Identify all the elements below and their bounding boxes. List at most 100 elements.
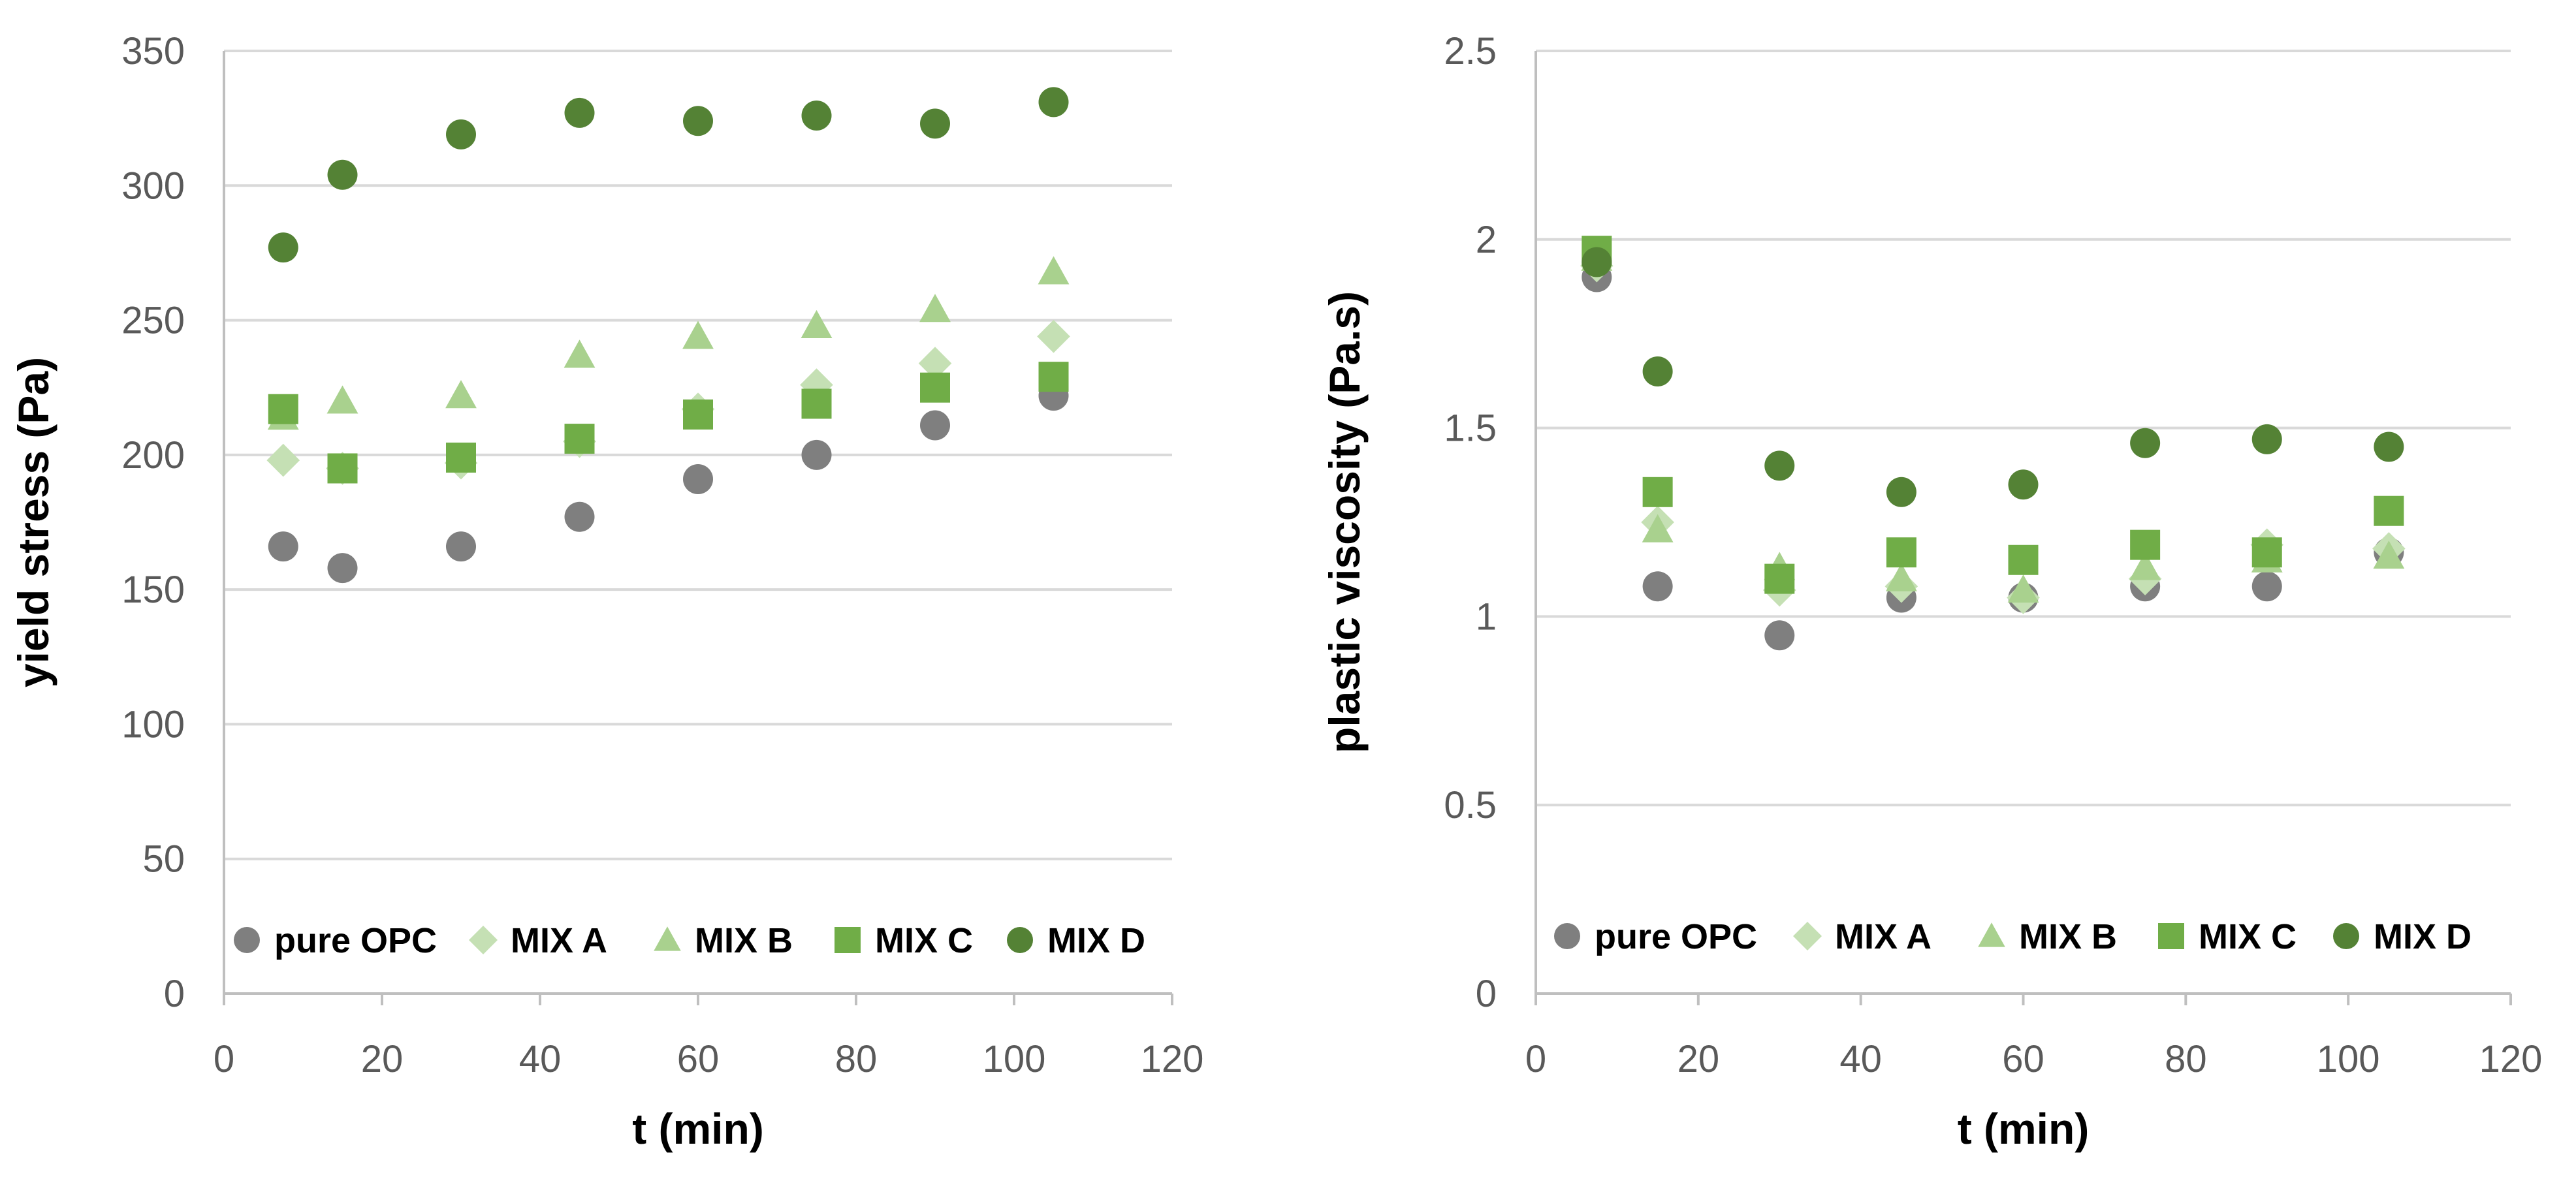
data-point	[1037, 320, 1070, 353]
data-point	[918, 347, 952, 380]
data-point	[2251, 424, 2282, 454]
x-tick-label: 0	[214, 1038, 234, 1080]
y-tick-label: 0.5	[1444, 784, 1497, 826]
legend: pure OPC MIX A MIX B MIX C MIX D	[1554, 917, 2472, 956]
data-point	[326, 385, 358, 414]
data-point	[1582, 247, 1612, 277]
data-point	[1038, 87, 1069, 118]
legend-item: MIX C	[835, 921, 973, 960]
x-tick-label: 120	[2479, 1038, 2543, 1080]
legend-label: MIX B	[695, 921, 793, 960]
y-tick-label: 150	[121, 569, 185, 611]
legend-label: MIX C	[2199, 917, 2297, 956]
legend-item: pure OPC	[1554, 917, 1757, 956]
data-point	[682, 321, 714, 349]
y-tick-label: 200	[121, 434, 185, 477]
legend-label: MIX A	[1835, 917, 1932, 956]
legend-item: pure OPC	[234, 921, 437, 960]
data-point	[2007, 574, 2039, 603]
legend-marker	[2333, 923, 2359, 949]
y-tick-label: 0	[1476, 973, 1497, 1015]
plastic-viscosity-chart: 0 0.5 1 1.5 2 2.5 0 20 40 60 80 100 120 t (min) plasti…	[1320, 30, 2542, 1153]
legend-item: MIX B	[1978, 917, 2117, 956]
data-point	[2008, 544, 2039, 575]
x-tick-label: 60	[2002, 1038, 2044, 1080]
legend-marker	[2158, 923, 2184, 949]
data-point	[2008, 469, 2039, 500]
data-point	[268, 531, 298, 562]
data-point	[2251, 571, 2282, 602]
x-tick-label: 20	[1678, 1038, 1720, 1080]
data-point	[1886, 537, 1916, 568]
data-point	[564, 339, 596, 368]
legend-item: MIX A	[469, 921, 607, 960]
y-tick-label: 100	[121, 703, 185, 745]
legend-marker	[1978, 922, 2005, 947]
data-point	[683, 463, 713, 494]
legend-marker	[1793, 922, 1822, 950]
legend: pure OPC MIX A MIX B MIX C MIX D	[234, 921, 1145, 960]
series-mix-d	[1582, 247, 2404, 507]
data-point	[2374, 432, 2404, 462]
data-point	[445, 380, 477, 409]
data-point	[1764, 450, 1795, 481]
data-point	[801, 101, 832, 131]
y-tick-label: 300	[121, 165, 185, 207]
x-axis-title: t (min)	[1958, 1105, 2090, 1153]
data-point	[920, 410, 950, 441]
y-tick-label: 2.5	[1444, 30, 1497, 72]
data-point	[801, 388, 832, 419]
data-point	[920, 108, 950, 139]
legend-label: pure OPC	[1595, 917, 1757, 956]
x-tick-label: 100	[2317, 1038, 2380, 1080]
y-tick-label: 250	[121, 300, 185, 342]
data-point	[1642, 477, 1673, 507]
legend-item: MIX D	[1007, 921, 1145, 960]
data-point	[268, 232, 298, 263]
legend-label: MIX B	[2019, 917, 2117, 956]
y-axis-title: yield stress (Pa)	[9, 357, 57, 687]
legend-marker	[654, 926, 681, 951]
data-point	[327, 453, 358, 484]
y-tick-label: 350	[121, 30, 185, 72]
data-point	[1885, 563, 1917, 591]
data-point	[564, 97, 595, 128]
y-tick-label: 50	[142, 838, 185, 881]
data-point	[446, 531, 476, 562]
series-mix-d	[268, 87, 1069, 263]
legend-item: MIX D	[2333, 917, 2472, 956]
data-point	[1038, 362, 1069, 392]
x-tick-label: 60	[677, 1038, 720, 1080]
legend-marker	[469, 926, 498, 954]
legend-marker	[1554, 923, 1580, 949]
x-tick-label: 100	[983, 1038, 1046, 1080]
data-point	[801, 309, 833, 338]
data-point	[327, 553, 358, 584]
data-point	[446, 119, 476, 149]
series-pure-opc	[1582, 262, 2404, 651]
x-tick-label: 40	[519, 1038, 562, 1080]
data-point	[1038, 256, 1070, 285]
y-axis-title: plastic viscosity (Pa.s)	[1320, 291, 1369, 753]
data-point	[266, 443, 300, 477]
legend-label: MIX D	[2374, 917, 2472, 956]
y-tick-label: 0	[164, 973, 185, 1015]
data-point	[564, 424, 595, 454]
legend-label: pure OPC	[274, 921, 437, 960]
data-point	[683, 106, 713, 136]
data-point	[2374, 495, 2404, 526]
series-mix-c	[268, 362, 1069, 484]
data-point	[268, 394, 298, 424]
data-point	[920, 372, 950, 403]
x-axis-title: t (min)	[632, 1105, 764, 1153]
x-tick-label: 0	[1525, 1038, 1546, 1080]
y-tick-label: 1	[1476, 595, 1497, 638]
legend-item: MIX B	[654, 921, 793, 960]
legend-marker	[835, 927, 861, 953]
legend-marker	[1007, 927, 1033, 953]
x-tick-label: 80	[2165, 1038, 2207, 1080]
data-point	[2251, 537, 2282, 568]
x-tick-label: 40	[1839, 1038, 1882, 1080]
